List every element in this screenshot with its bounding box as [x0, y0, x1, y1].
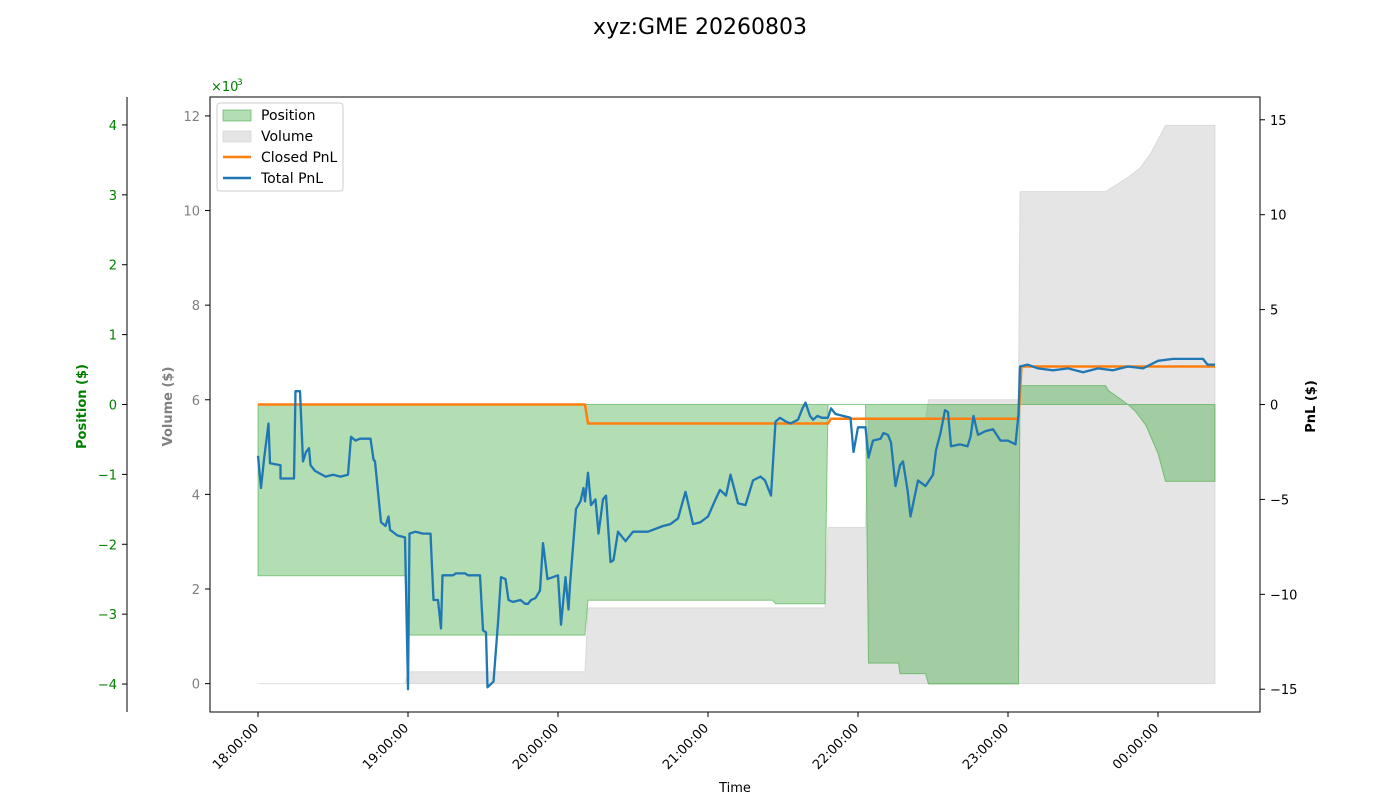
- x-tick-label: 22:00:00: [810, 721, 862, 773]
- x-axis-label: Time: [718, 781, 751, 796]
- position-scale-exponent: 3: [237, 78, 243, 88]
- legend-label-total-pnl: Total PnL: [260, 171, 323, 187]
- volume-tick-label: 4: [192, 488, 200, 503]
- pnl-tick-label: 15: [1270, 114, 1287, 129]
- pnl-tick-label: −5: [1270, 493, 1289, 508]
- legend: Position Volume Closed PnL Total PnL: [216, 102, 344, 192]
- position-scale-label: ×10: [211, 80, 238, 95]
- pnl-tick-label: −15: [1270, 683, 1297, 698]
- x-tick-label: 18:00:00: [210, 721, 262, 773]
- plot-area: [256, 124, 1216, 691]
- volume-tick-label: 12: [183, 110, 200, 125]
- position-tick-label: 3: [109, 189, 117, 204]
- position-area: [257, 385, 1216, 685]
- position-tick-label: −1: [98, 468, 117, 483]
- volume-axis-label: Volume ($): [161, 367, 176, 447]
- position-tick-label: 2: [109, 259, 117, 274]
- x-tick-label: 00:00:00: [1110, 721, 1162, 773]
- total-pnl-line: [256, 357, 1215, 691]
- position-tick-label: 4: [109, 119, 117, 134]
- position-tick-label: −4: [98, 678, 117, 693]
- position-axis-label: Position ($): [75, 364, 90, 449]
- closed-pnl-line: [258, 365, 1215, 425]
- pnl-axis-label: PnL ($): [1304, 380, 1319, 433]
- pnl-tick-label: 10: [1270, 209, 1287, 224]
- position-tick-label: 1: [109, 329, 117, 344]
- x-tick-label: 21:00:00: [660, 721, 712, 773]
- pnl-tick-label: 5: [1270, 304, 1278, 319]
- volume-tick-label: 2: [192, 583, 200, 598]
- pnl-tick-label: 0: [1270, 399, 1278, 414]
- volume-tick-label: 8: [192, 299, 200, 314]
- position-tick-label: −3: [98, 608, 117, 623]
- x-tick-label: 20:00:00: [510, 721, 562, 773]
- legend-box: [216, 102, 344, 192]
- legend-swatch-position: [222, 109, 252, 122]
- legend-label-position: Position: [261, 108, 316, 124]
- position-tick-label: 0: [109, 399, 117, 414]
- volume-tick-label: 10: [183, 205, 200, 220]
- volume-tick-label: 0: [192, 678, 200, 693]
- pnl-tick-label: −10: [1270, 588, 1297, 603]
- legend-swatch-volume: [222, 130, 252, 143]
- chart-title: xyz:GME 20260803: [593, 15, 807, 40]
- x-tick-label: 23:00:00: [960, 721, 1012, 773]
- position-tick-label: −2: [98, 538, 117, 553]
- volume-tick-label: 6: [192, 394, 200, 409]
- x-tick-label: 19:00:00: [360, 721, 412, 773]
- legend-label-closed-pnl: Closed PnL: [261, 150, 338, 166]
- legend-label-volume: Volume: [261, 129, 313, 145]
